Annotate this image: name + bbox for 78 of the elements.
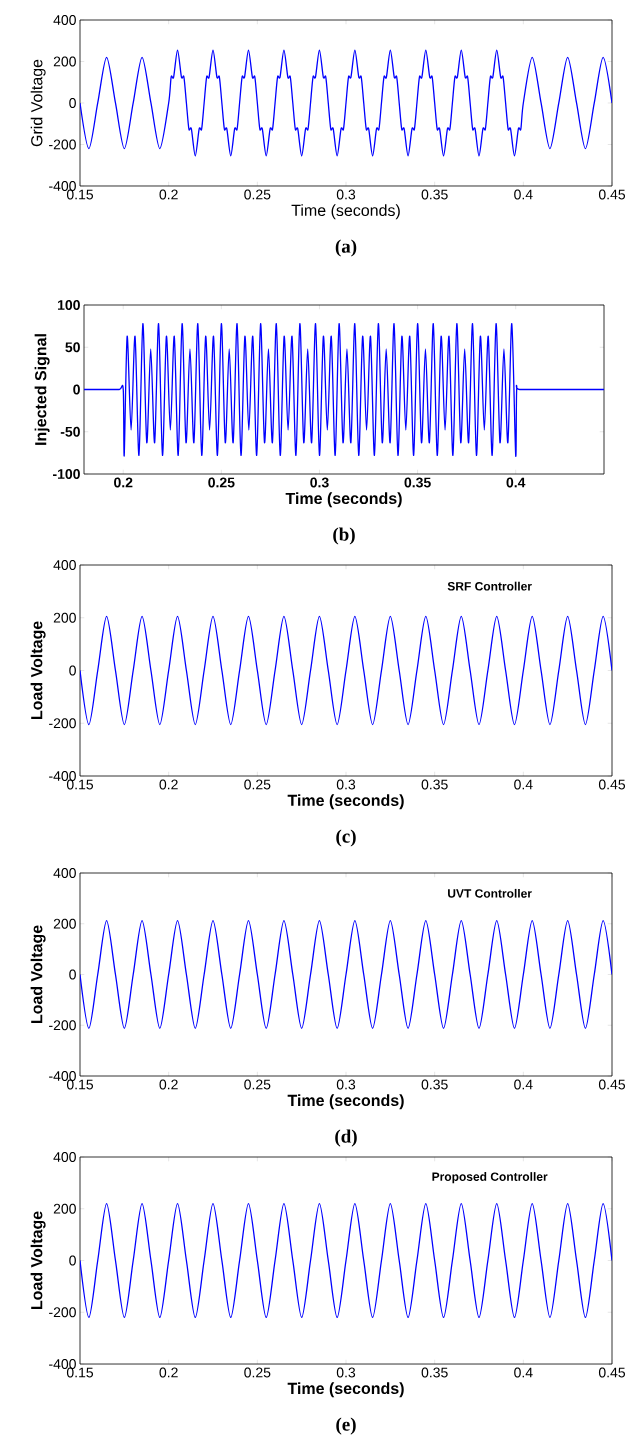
x-tick-label: 0.15 <box>66 1079 94 1090</box>
y-tick-label: 400 <box>53 1152 76 1162</box>
x-tick-label: 0.35 <box>421 779 448 790</box>
y-tick-label: -200 <box>49 139 76 150</box>
annotation: UVT Controller <box>448 888 532 898</box>
text: (d) <box>335 1129 357 1147</box>
y-axis-title: Grid Voltage <box>30 59 46 147</box>
x-tick-label: 0.4 <box>514 189 533 200</box>
y-tick-label: 400 <box>53 560 76 570</box>
y-tick-label: 200 <box>53 918 76 929</box>
y-tick-label: 200 <box>53 1203 76 1214</box>
x-tick-label: 0.45 <box>598 1367 626 1378</box>
x-tick-label: 0.15 <box>66 779 94 790</box>
x-tick-label: 0.4 <box>514 779 533 790</box>
y-axis-title: Load Voltage <box>30 621 46 720</box>
y-tick-label: -400 <box>49 1359 76 1369</box>
y-tick-label: 200 <box>53 56 76 67</box>
x-axis-title: Time (seconds) <box>285 492 402 508</box>
y-tick-label: 0 <box>69 1255 76 1266</box>
x-tick-label: 0.35 <box>421 1079 448 1090</box>
x-tick-label: 0.3 <box>336 1367 356 1378</box>
x-tick-label: 0.4 <box>506 477 526 488</box>
line-series <box>84 322 605 457</box>
text: (b) <box>333 527 355 545</box>
y-tick-label: 0 <box>69 665 76 676</box>
x-tick-label: 0.4 <box>514 1367 533 1378</box>
x-tick-label: 0.15 <box>66 1367 94 1378</box>
x-tick-label: 0.35 <box>421 189 448 200</box>
y-tick-label: -50 <box>60 426 80 437</box>
y-tick-label: 200 <box>53 612 76 623</box>
y-tick-label: 400 <box>53 15 76 25</box>
x-tick-label: 0.2 <box>159 1079 178 1090</box>
x-tick-label: 0.25 <box>244 1079 271 1090</box>
x-axis-title: Time (seconds) <box>291 204 400 220</box>
x-tick-label: 0.3 <box>336 189 356 200</box>
y-tick-label: 100 <box>58 300 80 310</box>
y-tick-label: -400 <box>49 1071 76 1081</box>
y-tick-label: -100 <box>53 469 80 479</box>
x-tick-label: 0.2 <box>159 189 178 200</box>
x-tick-label: 0.25 <box>244 189 271 200</box>
text: (c) <box>336 829 356 847</box>
y-tick-label: -200 <box>49 718 76 729</box>
y-tick-label: 0 <box>73 384 80 395</box>
y-tick-label: -200 <box>49 1020 76 1031</box>
annotation: Proposed Controller <box>432 1172 548 1184</box>
y-tick-label: 0 <box>69 98 76 108</box>
text: (e) <box>336 1417 356 1435</box>
x-tick-label: 0.25 <box>208 477 235 488</box>
x-tick-label: 0.35 <box>421 1367 448 1378</box>
x-tick-label: 0.45 <box>598 779 626 790</box>
x-tick-label: 0.45 <box>598 1079 626 1090</box>
y-tick-label: 400 <box>53 868 76 878</box>
x-tick-label: 0.35 <box>404 477 431 488</box>
y-tick-label: -200 <box>49 1307 76 1318</box>
x-axis-title: Time (seconds) <box>287 1382 404 1398</box>
x-axis-title: Time (seconds) <box>287 794 404 810</box>
x-tick-label: 0.3 <box>336 779 356 790</box>
text: (a) <box>335 239 357 257</box>
x-tick-label: 0.45 <box>598 189 626 200</box>
x-tick-label: 0.3 <box>310 477 329 488</box>
x-tick-label: 0.3 <box>336 1079 356 1090</box>
y-axis-title: Injected Signal <box>34 334 50 445</box>
x-tick-label: 0.2 <box>159 779 178 790</box>
y-axis-title: Load Voltage <box>30 1211 46 1310</box>
x-tick-label: 0.2 <box>159 1367 178 1378</box>
x-tick-label: 0.15 <box>66 189 94 200</box>
x-tick-label: 0.4 <box>514 1079 533 1090</box>
y-axis-title: Load Voltage <box>30 925 46 1024</box>
y-tick-label: 50 <box>65 342 80 353</box>
y-tick-label: 0 <box>69 969 76 980</box>
line-series <box>80 49 613 157</box>
x-tick-label: 0.2 <box>114 477 133 488</box>
x-tick-label: 0.25 <box>244 1367 271 1378</box>
y-tick-label: -400 <box>49 771 76 781</box>
y-tick-label: -400 <box>49 181 76 191</box>
x-axis-title: Time (seconds) <box>287 1094 404 1110</box>
annotation: SRF Controller <box>447 581 532 591</box>
x-tick-label: 0.25 <box>244 779 271 790</box>
